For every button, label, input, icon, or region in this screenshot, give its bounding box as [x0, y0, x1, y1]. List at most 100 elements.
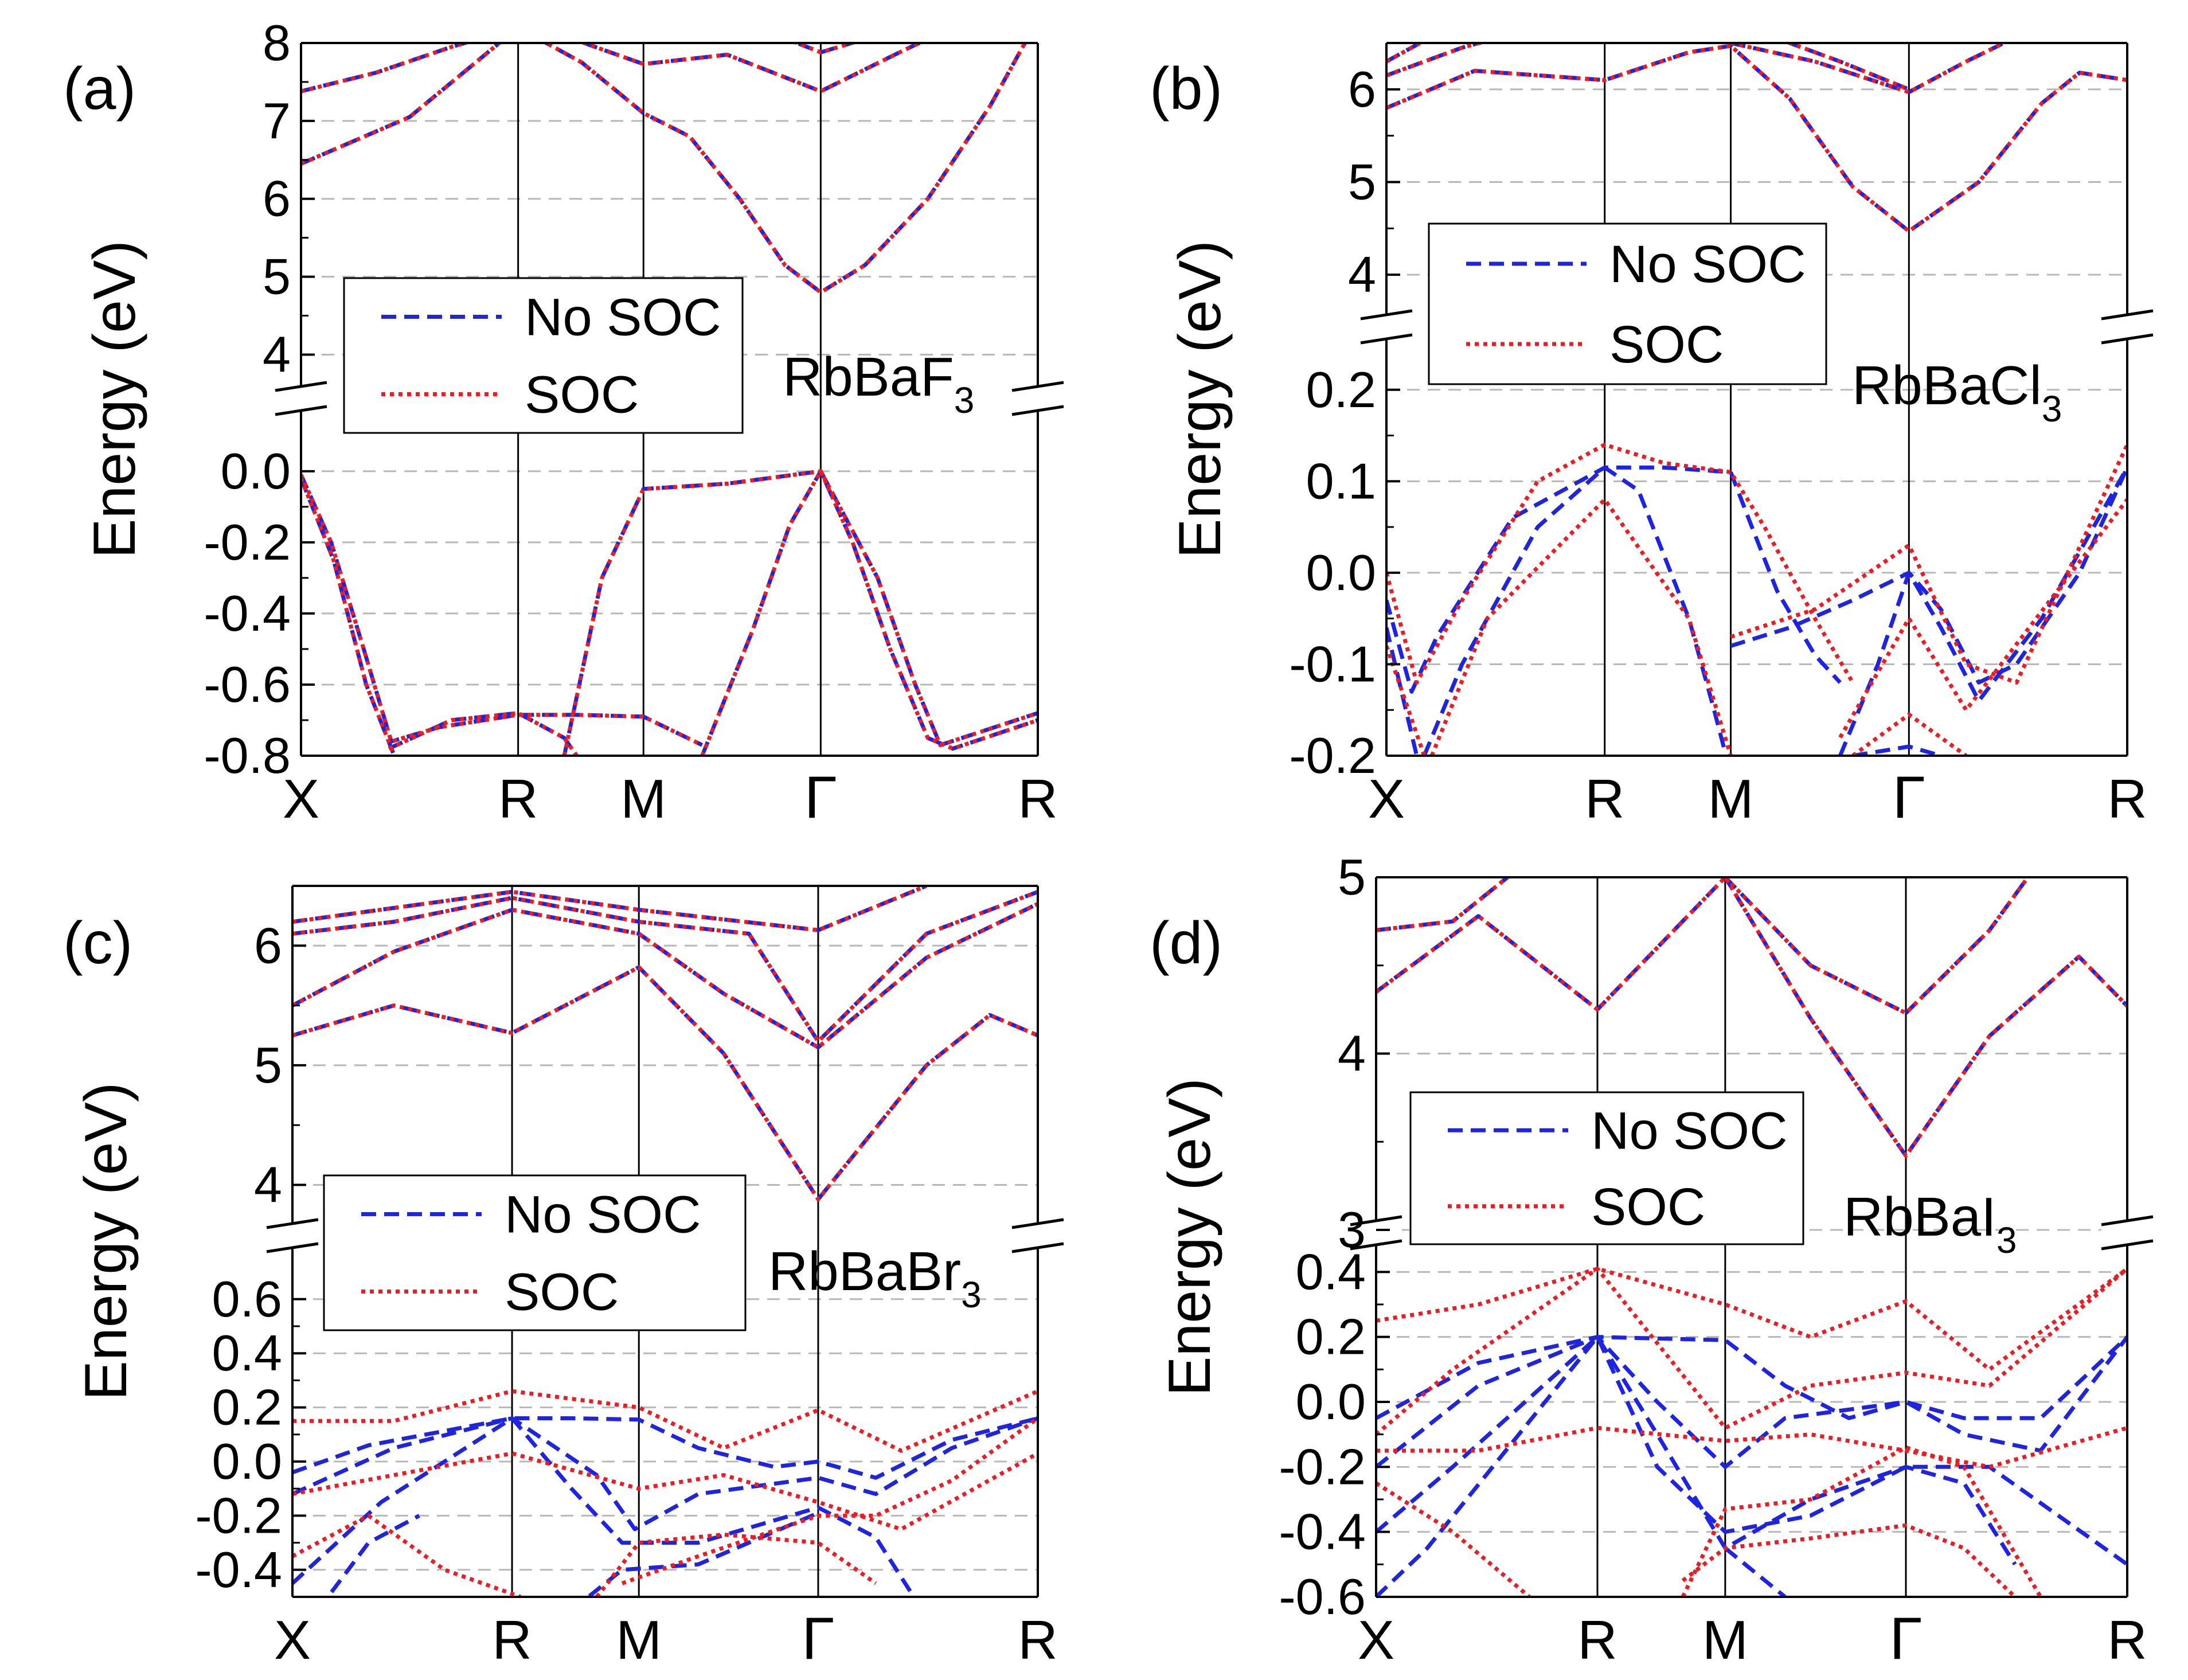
y-tick-label: -0.2 — [1279, 1438, 1366, 1495]
soc-band — [1376, 1481, 1531, 1597]
legend: No SOC SOC — [1409, 1091, 1804, 1245]
y-tick-label: 0.2 — [212, 1379, 282, 1436]
no-soc-band — [292, 965, 1038, 1202]
y-tick-label: 0.2 — [1296, 1308, 1366, 1365]
material-subscript: 3 — [1996, 1220, 2017, 1261]
no-soc-band — [1724, 877, 2030, 1015]
panel-a: 4 5 6 7 8 0.0 -0.2 -0.4 -0.6 -0.8X R M Γ R Energy (eV)… — [63, 14, 1064, 831]
soc-series — [301, 43, 1038, 756]
soc-band — [388, 711, 579, 756]
no-soc-band — [292, 1416, 1038, 1480]
no-soc-band — [301, 43, 503, 166]
soc-band — [1724, 877, 2030, 1015]
no-soc-band — [1838, 466, 2127, 756]
soc-band — [292, 886, 928, 932]
break-mark — [2101, 333, 2154, 345]
legend-label-no-soc: No SOC — [1609, 235, 1806, 294]
material-formula: RbBaF — [783, 346, 954, 408]
x-tick-label: X — [1368, 768, 1405, 830]
x-tick-label: M — [620, 768, 666, 830]
legend-label-no-soc: No SOC — [525, 288, 721, 347]
y-axis-title: Energy (eV) — [1167, 240, 1233, 558]
y-tick-label: -0.8 — [204, 727, 291, 784]
x-tick-label: M — [1708, 768, 1754, 830]
no-soc-band — [1730, 466, 2127, 685]
y-tick-label: 5 — [1348, 154, 1376, 210]
legend-label-soc: SOC — [525, 366, 639, 424]
y-tick-label: -0.6 — [1279, 1568, 1366, 1625]
axis-frame — [1360, 42, 2154, 757]
y-axis-title: Energy (eV) — [81, 240, 148, 558]
y-tick-label: 0.6 — [212, 1271, 282, 1327]
no-soc-band — [301, 43, 472, 93]
legend: No SOC SOC — [323, 1174, 747, 1331]
no-soc-band — [292, 1416, 1038, 1531]
break-mark — [275, 405, 327, 416]
break-mark — [2101, 309, 2154, 321]
x-tick-label: X — [1358, 1609, 1394, 1671]
x-tick-label: Γ — [804, 764, 837, 831]
y-tick-label: 6 — [254, 917, 282, 974]
y-tick-label: 4 — [1348, 246, 1376, 303]
legend-box — [1428, 222, 1827, 385]
soc-band — [578, 43, 924, 93]
break-mark — [275, 381, 327, 392]
soc-band — [1376, 877, 1511, 932]
y-tick-label: 3 — [1338, 1201, 1366, 1258]
soc-band — [301, 474, 704, 747]
soc-band — [292, 902, 1038, 1050]
no-soc-band — [1724, 1546, 1787, 1597]
soc-band — [1784, 43, 1910, 92]
legend-label-no-soc: No SOC — [505, 1186, 701, 1244]
soc-band — [301, 43, 503, 166]
x-tick-label: X — [283, 768, 319, 830]
y-tick-label: 4 — [1338, 1025, 1366, 1082]
no-soc-band — [542, 43, 1027, 295]
no-soc-band — [292, 1416, 916, 1597]
y-tick-label: 5 — [254, 1037, 282, 1093]
no-soc-band — [1730, 43, 2005, 95]
x-tick-label: R — [1018, 1609, 1057, 1671]
panel-c: 4 5 6 0.60.40.20.0-0.2-0.4 X R M Γ R Energy (eV) (… — [63, 885, 1064, 1672]
x-tick-label: X — [274, 1609, 311, 1671]
no-soc-band — [301, 474, 704, 747]
y-tick-label: -0.2 — [204, 514, 291, 571]
soc-band — [1376, 1267, 2127, 1436]
x-tick-label: R — [1018, 768, 1057, 830]
no-soc-band — [1386, 465, 1842, 694]
material-label: RbBaBr3 — [768, 1241, 982, 1315]
panel-label: (b) — [1150, 56, 1222, 122]
break-mark — [1350, 1215, 1402, 1226]
soc-band — [301, 477, 397, 756]
soc-band — [1386, 43, 1424, 64]
no-soc-band — [1852, 744, 1942, 756]
y-tick-label: 0.1 — [1306, 452, 1376, 509]
soc-band — [292, 965, 1038, 1202]
panel-label: (c) — [63, 910, 132, 976]
x-tick-label: M — [616, 1609, 662, 1671]
soc-band — [542, 43, 1027, 295]
no-soc-band — [1376, 877, 1511, 932]
legend-box — [343, 277, 744, 434]
soc-band — [595, 1532, 877, 1597]
axis-frame — [275, 42, 1064, 757]
material-formula: RbBaI — [1843, 1186, 1996, 1248]
soc-series — [1376, 877, 2127, 1597]
x-tick-label: R — [492, 1609, 532, 1671]
legend-box — [323, 1174, 747, 1331]
y-tick-label: 0.0 — [1296, 1373, 1366, 1430]
y-tick-label: -0.1 — [1289, 635, 1376, 692]
y-tick-label: 0.4 — [1296, 1243, 1366, 1300]
panel-label: (d) — [1150, 910, 1222, 976]
material-label: RbBaCl3 — [1852, 355, 2062, 429]
y-tick-label: 0.2 — [1306, 361, 1376, 418]
x-tick-label: Γ — [802, 1605, 834, 1672]
soc-band — [791, 43, 859, 54]
x-tick-label: R — [498, 768, 538, 830]
y-tick-label: 0.4 — [212, 1325, 282, 1381]
y-tick-label: 8 — [263, 14, 291, 71]
no-soc-band — [1376, 877, 2127, 1158]
break-mark — [1011, 1242, 1064, 1253]
